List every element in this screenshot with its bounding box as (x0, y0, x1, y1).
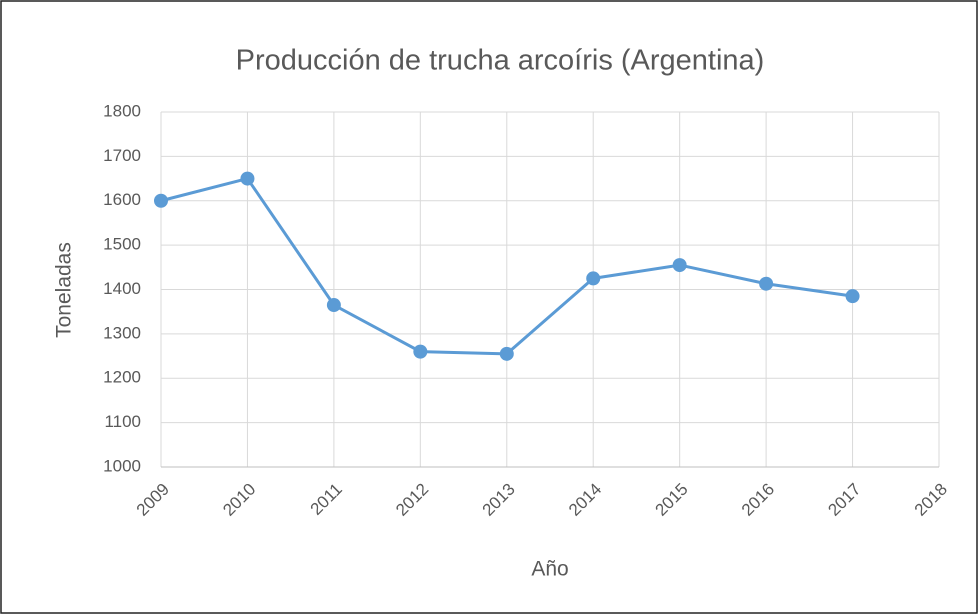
y-tick-label: 1700 (103, 146, 141, 165)
point (240, 171, 255, 186)
y-tick-label: 1000 (103, 456, 141, 475)
point (499, 346, 514, 361)
y-tick-label: 1100 (104, 412, 141, 431)
y-tick-label: 1300 (103, 323, 141, 342)
y-tick-label: 1800 (103, 101, 141, 120)
y-tick-label: 1600 (103, 190, 141, 209)
chart-title: Producción de trucha arcoíris (Argentina… (236, 45, 765, 77)
point (845, 289, 860, 304)
point (672, 258, 687, 273)
x-axis-label: Año (531, 558, 568, 581)
y-axis-label: Toneladas (53, 242, 76, 338)
y-tick-label: 1200 (103, 368, 141, 387)
y-tick-label: 1500 (103, 235, 141, 254)
point (154, 193, 168, 208)
point (413, 344, 428, 359)
point (326, 298, 341, 313)
point (586, 271, 601, 286)
point (759, 276, 774, 291)
y-tick-label: 1400 (103, 279, 141, 298)
